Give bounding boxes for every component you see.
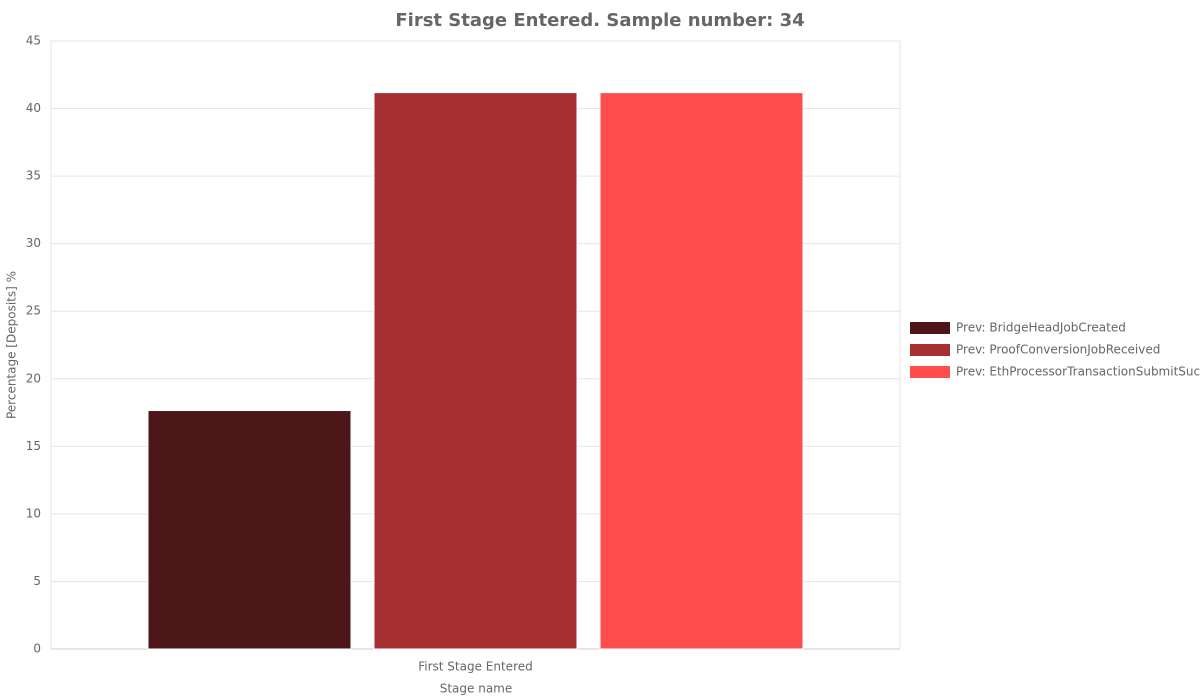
- legend-label: Prev: EthProcessorTransactionSubmitSuc: [956, 365, 1200, 379]
- legend-label: Prev: BridgeHeadJobCreated: [956, 321, 1126, 335]
- bar: [147, 410, 352, 650]
- y-tick-label: 10: [26, 506, 41, 520]
- legend-swatch: [910, 322, 950, 334]
- x-axis-label: Stage name: [440, 682, 513, 696]
- x-tick-label: First Stage Entered: [418, 660, 533, 674]
- legend-label: Prev: ProofConversionJobReceived: [956, 343, 1160, 357]
- bar: [599, 92, 804, 650]
- y-tick-label: 20: [26, 371, 41, 385]
- legend-swatch: [910, 366, 950, 378]
- y-tick-label: 40: [26, 101, 41, 115]
- bar: [373, 92, 578, 650]
- y-tick-label: 30: [26, 236, 41, 250]
- y-tick-label: 0: [33, 642, 41, 656]
- chart-title: First Stage Entered. Sample number: 34: [395, 10, 804, 31]
- y-tick-label: 45: [26, 34, 41, 48]
- y-tick-label: 35: [26, 169, 41, 183]
- legend-swatch: [910, 344, 950, 356]
- y-tick-label: 5: [33, 574, 41, 588]
- y-tick-label: 25: [26, 304, 41, 318]
- y-axis-label: Percentage [Deposits] %: [5, 271, 19, 419]
- y-tick-label: 15: [26, 439, 41, 453]
